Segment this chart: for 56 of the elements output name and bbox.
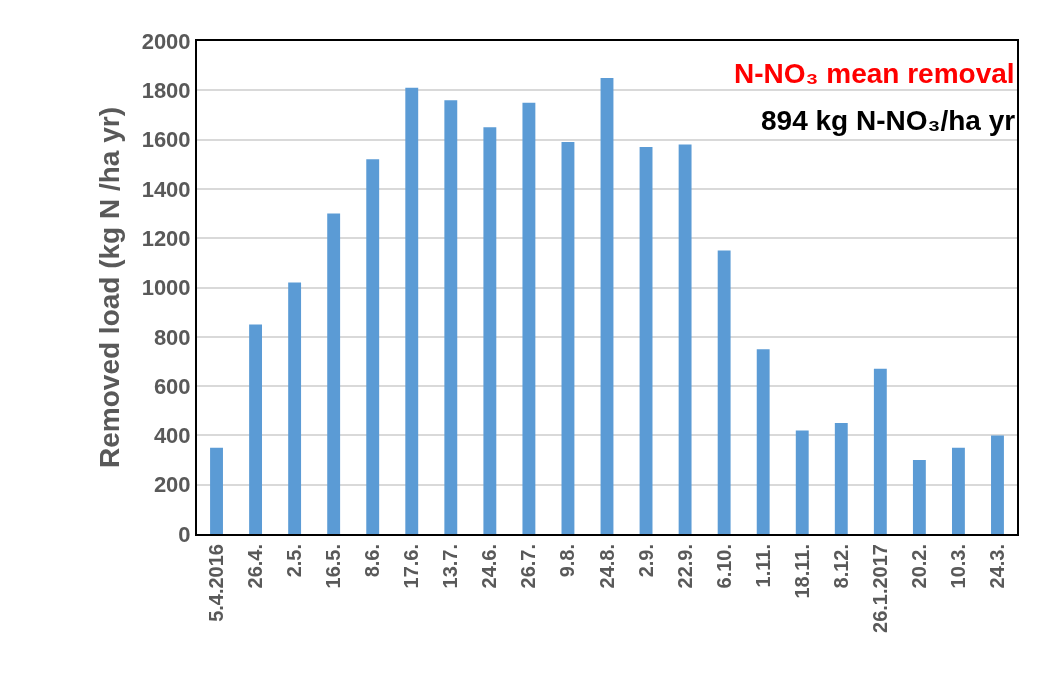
y-axis-title: Removed load (kg N /ha yr) — [93, 107, 125, 468]
bar — [210, 447, 223, 534]
x-tick-label: 8.6. — [361, 544, 384, 578]
y-tick-label: 0 — [178, 521, 191, 547]
bar — [717, 250, 731, 534]
bar — [327, 213, 341, 534]
bar — [951, 447, 965, 534]
x-tick-label: 20.2. — [907, 544, 930, 589]
x-tick-label: 6.10. — [712, 544, 735, 589]
x-tick-label: 24.6. — [478, 544, 501, 589]
bar — [444, 100, 458, 534]
bar — [366, 159, 380, 534]
x-tick-label: 2.9. — [634, 544, 657, 578]
x-tick-label: 26.4. — [244, 544, 267, 589]
annotation: N-NO₃ mean removal — [734, 58, 1015, 89]
x-tick-label: 9.8. — [556, 544, 579, 578]
x-tick-label: 5.4.2016 — [205, 544, 228, 622]
bar — [834, 423, 848, 534]
x-tick-label: 8.12. — [829, 544, 852, 589]
x-tick-label: 13.7. — [439, 544, 462, 589]
bar — [795, 430, 809, 534]
x-tick-label: 24.3. — [985, 544, 1008, 589]
x-tick-label: 10.3. — [946, 544, 969, 589]
annotation: 894 kg N-NO₃/ha yr — [761, 105, 1016, 136]
y-tick-label: 1200 — [141, 225, 191, 251]
bar — [288, 282, 302, 534]
y-tick-label: 1400 — [141, 176, 191, 202]
y-tick-label: 600 — [153, 373, 191, 399]
y-tick-label: 800 — [153, 324, 191, 350]
bar — [249, 324, 263, 534]
x-tick-label: 22.9. — [673, 544, 696, 589]
x-tick-label: 26.1.2017 — [868, 544, 891, 633]
y-tick-label: 2000 — [141, 28, 191, 54]
y-tick-label: 400 — [153, 423, 191, 449]
bar — [639, 147, 653, 534]
bar — [991, 435, 1004, 534]
x-tick-label: 1.11. — [751, 544, 774, 588]
bar — [756, 349, 770, 534]
y-tick-label: 1000 — [141, 275, 191, 301]
bar — [678, 144, 692, 534]
bar — [873, 368, 887, 534]
x-tick-label: 17.6. — [400, 544, 423, 589]
y-tick-label: 1800 — [141, 78, 191, 103]
x-tick-label: 2.5. — [283, 544, 306, 578]
bar — [561, 142, 575, 534]
bar — [912, 460, 926, 534]
x-tick-label: 16.5. — [322, 544, 345, 589]
bar — [600, 77, 614, 534]
bar — [405, 87, 419, 534]
x-tick-label: 26.7. — [517, 544, 540, 589]
x-tick-label: 24.8. — [595, 544, 618, 589]
y-tick-label: 1600 — [141, 127, 191, 153]
bar — [522, 102, 536, 534]
x-tick-label: 18.11. — [790, 544, 813, 599]
bar — [483, 127, 497, 534]
y-tick-label: 200 — [153, 472, 191, 498]
